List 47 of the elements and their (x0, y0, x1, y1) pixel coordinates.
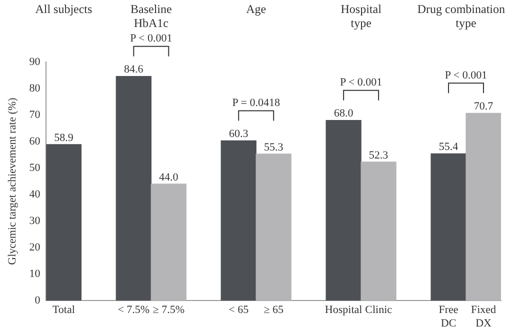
x-tick-label: Clinic (365, 304, 392, 316)
data-label: 55.3 (264, 141, 284, 154)
bar (360, 162, 396, 301)
x-tick-label: Free DC (438, 304, 458, 330)
y-tick-label: 40 (29, 188, 41, 200)
text: P < 0.001 (130, 32, 172, 45)
x-tick-label: < 65 (228, 304, 250, 316)
y-tick-label: 80 (29, 82, 41, 94)
text: Hospital type (340, 2, 382, 30)
data-label: 84.6 (124, 64, 144, 76)
y-tick-label: 0 (34, 294, 41, 306)
bar (46, 144, 82, 301)
bar (256, 154, 292, 301)
bar (116, 76, 152, 301)
x-tick-label: Hospital (324, 304, 362, 316)
y-tick-label: 30 (29, 214, 41, 227)
text: All subjects (35, 2, 93, 16)
y-tick-label: 70 (29, 108, 41, 121)
data-label: 44.0 (159, 171, 179, 184)
text: Age (246, 2, 266, 16)
x-tick-label: Fixed DX (470, 304, 497, 330)
data-label: 58.9 (54, 132, 74, 144)
annotation: P < 0.001 (340, 76, 382, 89)
y-tick-label: 60 (29, 135, 41, 148)
annotation: P = 0.0418 (232, 97, 280, 110)
text: Drug combination type (417, 2, 506, 30)
bar (430, 153, 466, 301)
x-tick-label: ≥ 65 (264, 304, 284, 316)
bar (220, 140, 256, 301)
y-tick-label: 90 (29, 56, 41, 68)
text: Baseline HbA1c (130, 2, 172, 30)
x-tick-label: < 7.5% (118, 304, 150, 316)
x-tick-label: Total (52, 304, 75, 316)
data-label: 52.3 (368, 149, 389, 162)
bar (326, 120, 362, 301)
annotation: P < 0.001 (444, 70, 488, 82)
data-label: 55.4 (438, 141, 459, 154)
y-tick-label: 10 (29, 268, 41, 280)
y-axis-title: Glycemic target achievement rate (%) (6, 97, 18, 265)
data-label: 68.0 (334, 108, 354, 120)
data-label: 70.7 (474, 100, 494, 113)
data-label: 60.3 (228, 128, 249, 140)
bar (466, 112, 501, 301)
y-tick-label: 50 (29, 162, 41, 174)
x-tick-label: ≥ 7.5% (152, 304, 184, 316)
y-tick-label: 20 (29, 241, 41, 254)
bar (150, 184, 186, 301)
